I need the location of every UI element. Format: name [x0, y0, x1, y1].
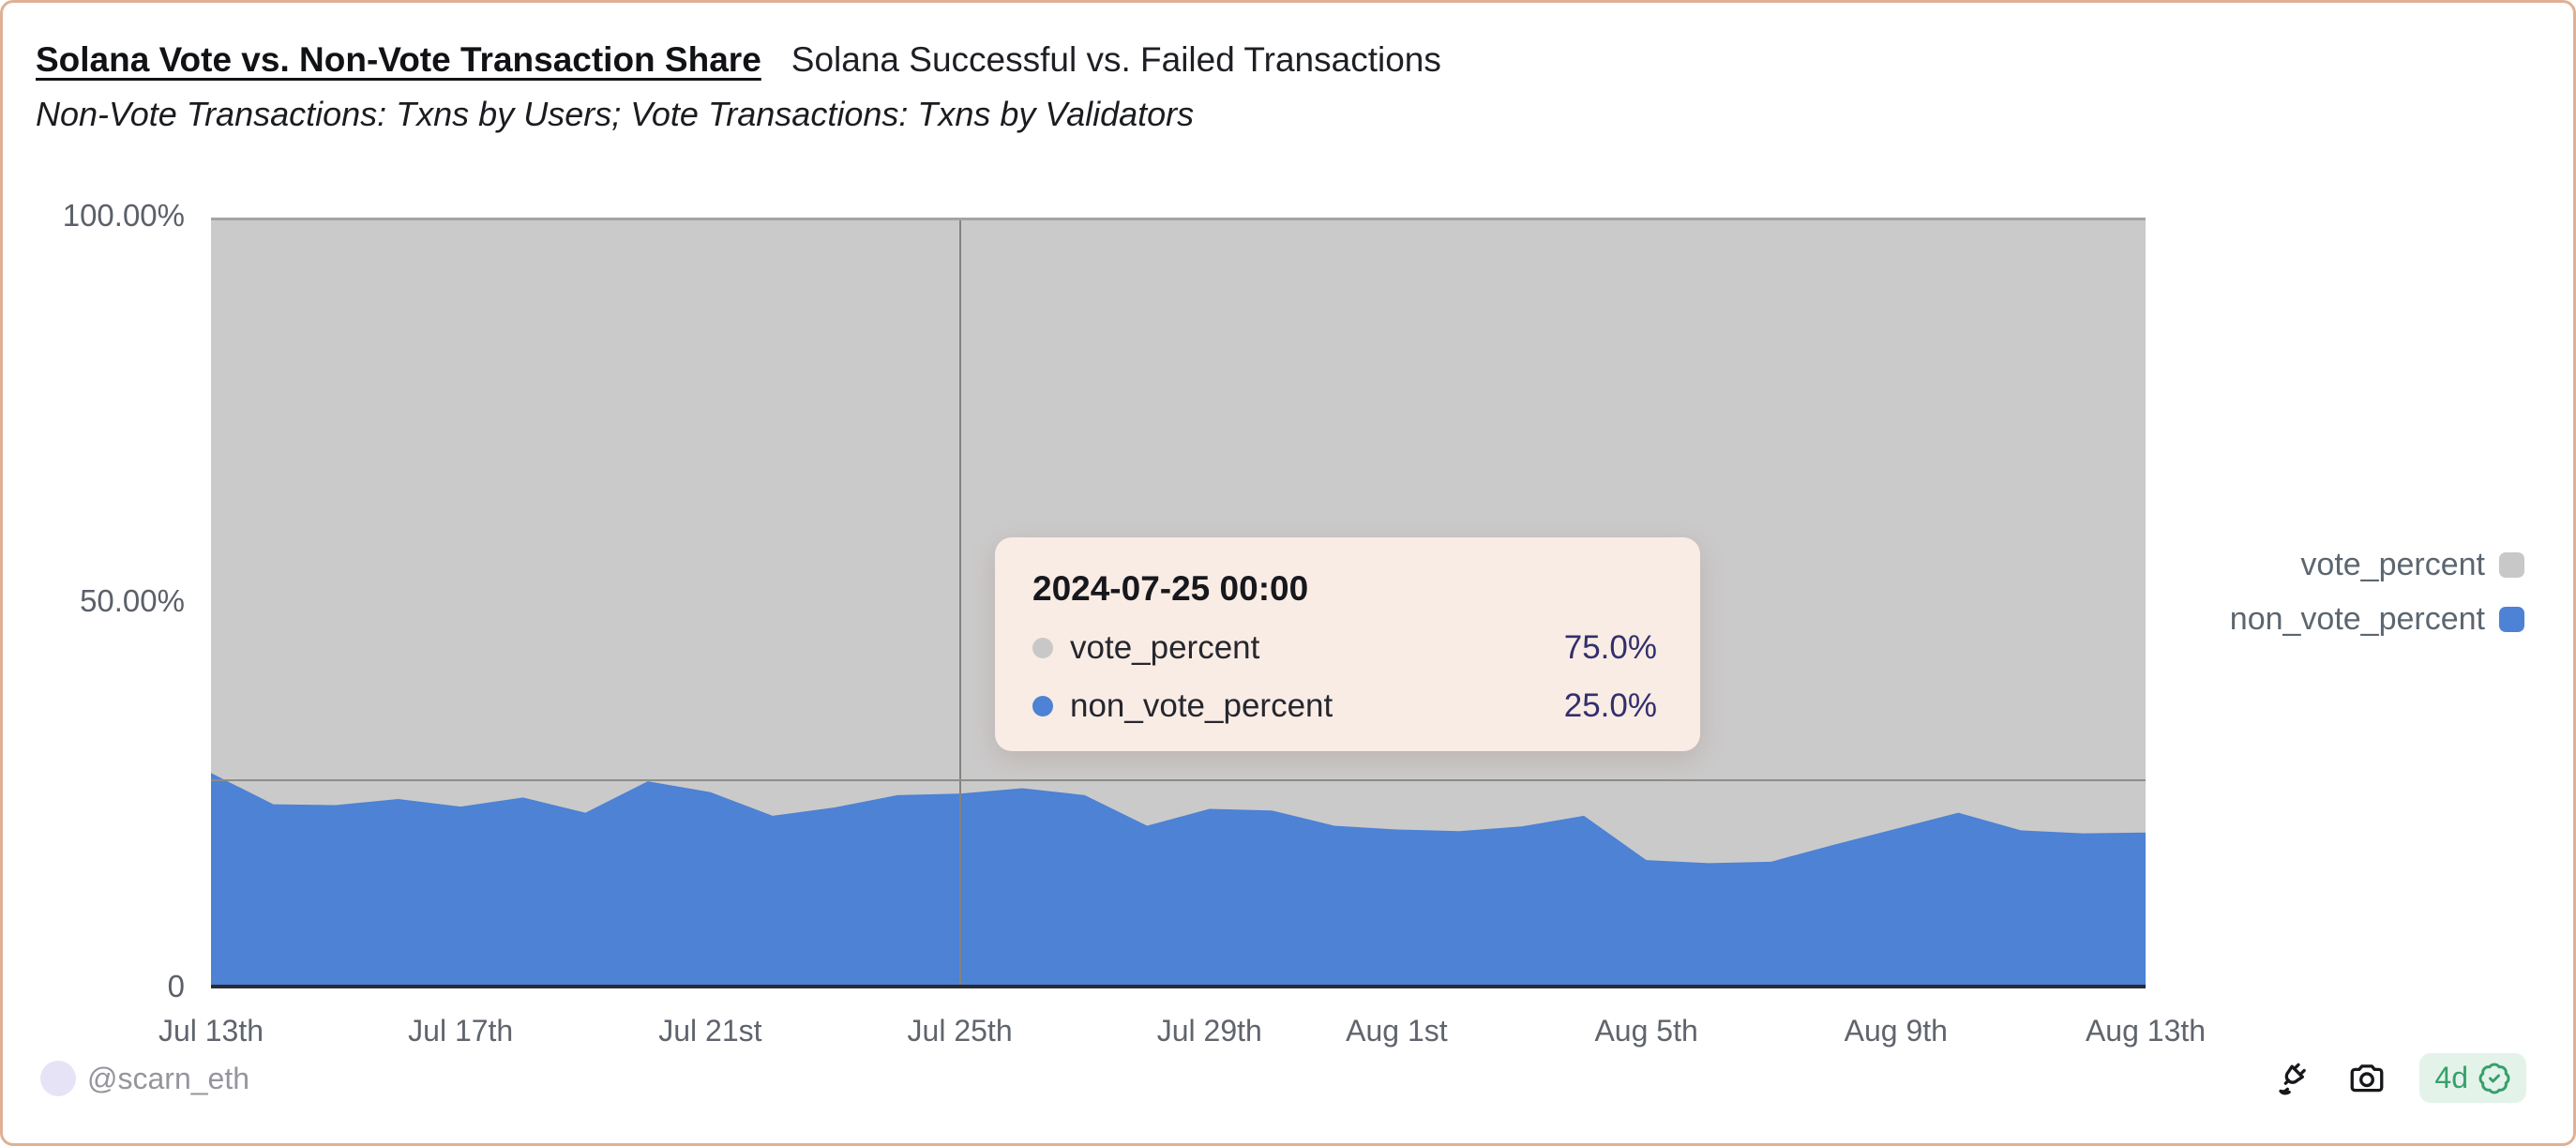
- plug-icon[interactable]: [2273, 1058, 2314, 1099]
- chart-header: Solana Vote vs. Non-Vote Transaction Sha…: [36, 40, 1441, 134]
- tooltip-date: 2024-07-25 00:00: [1032, 569, 1309, 608]
- crosshair-vertical-line: [958, 220, 961, 985]
- chart-tooltip: 2024-07-25 00:00 vote_percent 75.0% non_…: [995, 537, 1700, 751]
- author-avatar[interactable]: [40, 1061, 76, 1096]
- tooltip-series-name: non_vote_percent: [1070, 687, 1333, 724]
- y-tick-50: 50.00%: [80, 583, 185, 618]
- widget-actions: 4d: [2273, 1053, 2526, 1103]
- badge-check-icon: [2478, 1063, 2510, 1093]
- chart-secondary-title: Solana Successful vs. Failed Transaction…: [791, 40, 1441, 79]
- x-tick: Aug 5th: [1594, 1014, 1698, 1048]
- chart-legend: vote_percent non_vote_percent: [2230, 537, 2524, 646]
- x-tick: Jul 29th: [1156, 1014, 1262, 1048]
- data-freshness-badge[interactable]: 4d: [2419, 1053, 2526, 1103]
- x-tick: Jul 13th: [158, 1014, 264, 1048]
- legend-label: vote_percent: [2300, 546, 2485, 582]
- y-tick-100: 100.00%: [62, 198, 185, 233]
- y-tick-0: 0: [167, 969, 185, 1003]
- data-age: 4d: [2434, 1061, 2468, 1094]
- x-tick: Aug 9th: [1844, 1014, 1948, 1048]
- tooltip-series-value: 25.0%: [1563, 687, 1657, 724]
- stacked-area-svg: [211, 773, 2146, 985]
- x-tick: Aug 13th: [2085, 1014, 2207, 1048]
- x-axis: Jul 13th Jul 17th Jul 21st Jul 25th Jul …: [158, 1008, 2206, 1051]
- author-credit[interactable]: @scarn_eth: [40, 1061, 249, 1096]
- x-tick: Aug 1st: [1346, 1014, 1448, 1048]
- tooltip-row-non-vote: non_vote_percent 25.0%: [1032, 687, 1657, 725]
- tooltip-row-vote: vote_percent 75.0%: [1032, 629, 1657, 667]
- vote-series-dot: [1032, 638, 1053, 658]
- legend-label: non_vote_percent: [2229, 600, 2485, 637]
- tooltip-series-name: vote_percent: [1070, 629, 1260, 666]
- legend-item-non-vote-percent[interactable]: non_vote_percent: [2230, 592, 2524, 646]
- legend-swatch-vote: [2499, 551, 2524, 578]
- camera-icon[interactable]: [2346, 1058, 2388, 1099]
- x-tick: Jul 17th: [408, 1014, 514, 1048]
- legend-item-vote-percent[interactable]: vote_percent: [2230, 537, 2524, 592]
- chart-title: Solana Vote vs. Non-Vote Transaction Sha…: [36, 40, 761, 79]
- x-tick: Jul 21st: [658, 1014, 762, 1048]
- crosshair-horizontal-line: [211, 778, 2146, 781]
- legend-swatch-non-vote: [2499, 606, 2524, 632]
- chart-subtitle: Non-Vote Transactions: Txns by Users; Vo…: [36, 95, 1195, 133]
- author-handle[interactable]: @scarn_eth: [87, 1061, 250, 1095]
- tooltip-series-value: 75.0%: [1563, 629, 1657, 666]
- x-tick: Jul 25th: [907, 1014, 1013, 1048]
- non-vote-series-dot: [1032, 696, 1053, 716]
